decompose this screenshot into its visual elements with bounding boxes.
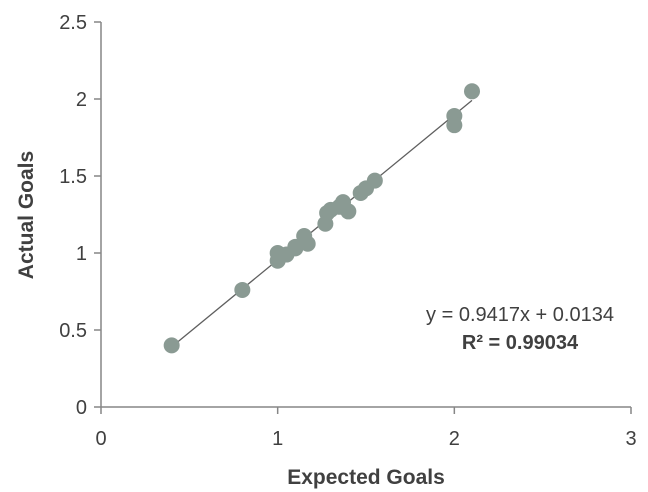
y-axis-title: Actual Goals bbox=[15, 151, 38, 279]
data-point bbox=[299, 235, 316, 252]
y-tick-label: 1.5 bbox=[59, 166, 87, 188]
y-tick-label: 0 bbox=[76, 397, 87, 419]
data-point bbox=[163, 337, 180, 354]
x-tick-label: 3 bbox=[625, 428, 636, 450]
r-squared-label: R² = 0.99034 bbox=[462, 332, 579, 354]
x-tick-label: 2 bbox=[449, 428, 460, 450]
data-point bbox=[366, 172, 383, 189]
x-tick-label: 0 bbox=[95, 428, 106, 450]
data-point bbox=[340, 203, 357, 220]
y-tick-label: 0.5 bbox=[59, 320, 87, 342]
axes: 0 0.5 1 1.5 2 2.5 0 1 2 3 bbox=[59, 12, 636, 450]
data-point bbox=[464, 83, 480, 100]
data-point bbox=[234, 281, 251, 298]
data-point bbox=[287, 240, 304, 257]
trendline-equation: y = 0.9417x + 0.0134 bbox=[426, 304, 614, 326]
x-tick-label: 1 bbox=[272, 428, 283, 450]
y-tick-label: 2 bbox=[76, 89, 87, 111]
y-tick-label: 2.5 bbox=[59, 12, 87, 34]
x-axis-title: Expected Goals bbox=[287, 466, 445, 489]
data-point bbox=[446, 117, 463, 134]
data-points bbox=[163, 83, 480, 354]
y-tick-label: 1 bbox=[76, 243, 87, 265]
